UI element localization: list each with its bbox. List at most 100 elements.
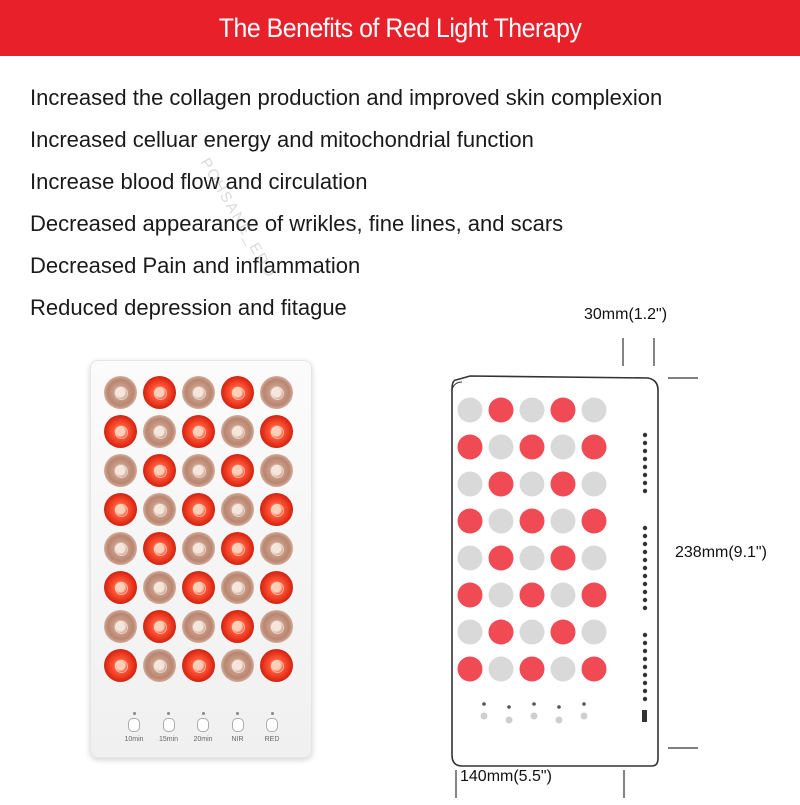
diagram-grey-led: [581, 545, 607, 571]
diagram-red-led: [581, 582, 607, 608]
button-knob[interactable]: [162, 718, 175, 732]
side-indicator-dot: [642, 464, 648, 470]
diagram-grey-led: [488, 582, 514, 608]
side-indicator-dot: [642, 557, 648, 563]
red-led: [260, 493, 293, 526]
device-button[interactable]: 10min: [118, 712, 150, 743]
bottom-button-dot: [530, 712, 538, 720]
nir-led: [260, 454, 293, 487]
side-indicator-dot: [642, 533, 648, 539]
indicator-dot: [132, 712, 136, 715]
button-knob[interactable]: [231, 718, 244, 732]
diagram-grey-led: [488, 508, 514, 534]
red-led: [182, 415, 215, 448]
red-led: [104, 415, 137, 448]
nir-led: [182, 610, 215, 643]
side-indicator-dot: [642, 480, 648, 486]
red-led: [143, 610, 176, 643]
red-led: [182, 571, 215, 604]
side-indicator-dot: [642, 525, 648, 531]
diagram-grey-led: [581, 619, 607, 645]
diagram-grey-led: [519, 397, 545, 423]
diagram-grey-led: [457, 619, 483, 645]
nir-led: [104, 454, 137, 487]
nir-led: [104, 610, 137, 643]
diagram-grey-led: [457, 545, 483, 571]
benefit-item: Increased the collagen production and im…: [30, 85, 663, 110]
diagram-red-led: [519, 656, 545, 682]
side-indicator-dot: [642, 488, 648, 494]
indicator-dot: [167, 712, 170, 715]
side-indicator-dot: [642, 648, 648, 654]
side-indicator-dot: [642, 581, 648, 587]
diagram-drawing: [451, 338, 698, 798]
diagram-red-led: [457, 656, 483, 682]
side-indicator-dot: [642, 696, 648, 702]
device-photo: 10min 15min 20min NIR RED: [90, 360, 312, 758]
bottom-button-dot: [580, 712, 588, 720]
side-indicator-dot: [642, 541, 648, 547]
device-button[interactable]: RED: [256, 712, 288, 743]
side-indicator-dot: [642, 605, 648, 611]
red-led: [221, 610, 254, 643]
diagram-red-led: [457, 434, 483, 460]
button-knob[interactable]: [197, 718, 209, 732]
nir-led: [182, 532, 215, 565]
bottom-indicator-dot: [482, 702, 486, 706]
device-button[interactable]: NIR: [222, 712, 254, 743]
diagram-grey-led: [550, 582, 576, 608]
diagram-red-led: [519, 508, 545, 534]
diagram-red-led: [550, 471, 576, 497]
indicator-dot: [270, 712, 274, 715]
diagram-red-led: [488, 397, 514, 423]
device-button[interactable]: 20min: [187, 712, 219, 743]
diagram-red-led: [550, 397, 576, 423]
side-indicator-dot: [642, 589, 648, 595]
diagram-red-led: [488, 471, 514, 497]
diagram-grey-led: [488, 656, 514, 682]
indicator-dot: [201, 712, 205, 715]
nir-led: [221, 649, 254, 682]
side-indicator-dot: [642, 432, 648, 438]
diagram-red-led: [581, 656, 607, 682]
red-led: [260, 571, 293, 604]
side-indicator-dot: [642, 656, 648, 662]
bottom-indicator-dot: [582, 702, 586, 706]
dimension-diagram: 30mm(1.2") 238mm(9.1") 140mm(5.5"): [440, 300, 800, 800]
device-button[interactable]: 15min: [153, 712, 185, 743]
panel-front-outline: [451, 375, 659, 767]
diagram-grey-led: [550, 434, 576, 460]
button-knob[interactable]: [266, 718, 278, 732]
bottom-button-dot: [480, 712, 488, 720]
side-indicator-dot: [642, 448, 648, 454]
nir-led: [104, 376, 137, 409]
red-led: [143, 376, 176, 409]
bottom-button-dot: [505, 716, 513, 724]
diagram-red-led: [519, 582, 545, 608]
red-led: [104, 493, 137, 526]
red-led: [143, 532, 176, 565]
red-led: [104, 571, 137, 604]
depth-label: 30mm(1.2"): [584, 306, 668, 323]
diagram-red-led: [488, 545, 514, 571]
benefit-item: Reduced depression and fitague: [30, 295, 347, 320]
side-indicator-dot: [642, 680, 648, 686]
diagram-red-led: [581, 508, 607, 534]
nir-led: [143, 571, 176, 604]
diagram-red-led: [581, 434, 607, 460]
button-knob[interactable]: [128, 718, 140, 732]
diagram-grey-led: [519, 471, 545, 497]
side-indicator-dot: [642, 440, 648, 446]
benefit-item: Decreased Pain and inflammation: [30, 253, 361, 278]
diagram-grey-led: [519, 619, 545, 645]
diagram-grey-led: [550, 656, 576, 682]
red-led: [182, 649, 215, 682]
diagram-grey-led: [550, 508, 576, 534]
side-indicator-dot: [642, 456, 648, 462]
nir-led: [182, 454, 215, 487]
bottom-button-dot: [555, 716, 563, 724]
panel-port: [642, 710, 647, 722]
side-indicator-dot: [642, 549, 648, 555]
button-label: NIR: [231, 736, 244, 743]
side-indicator-dot: [642, 688, 648, 694]
